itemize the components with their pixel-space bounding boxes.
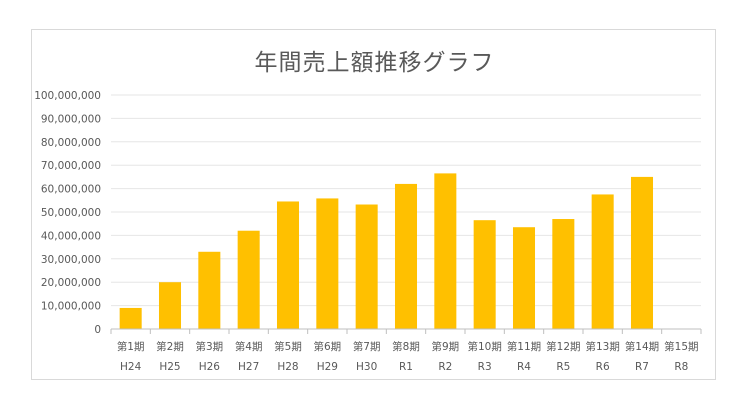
- x-tick-label-year: H24: [120, 361, 142, 373]
- bars: [119, 173, 654, 329]
- y-axis-labels: 0 10,000,000 20,000,000 30,000,000 40,000,00…: [34, 90, 101, 336]
- bar: [473, 220, 496, 329]
- x-tick-label-period: 第6期: [313, 340, 341, 353]
- x-tick-label-year: H29: [317, 361, 338, 373]
- y-tick-label: 80,000,000: [41, 137, 101, 149]
- y-tick-label: 50,000,000: [41, 207, 101, 219]
- x-tick-label-period: 第8期: [392, 340, 420, 353]
- y-tick-label: 0: [94, 324, 101, 336]
- x-tick-label-period: 第10期: [467, 340, 501, 353]
- x-tick-label-year: R5: [556, 361, 570, 373]
- bar: [512, 227, 536, 329]
- y-tick-label: 40,000,000: [41, 230, 101, 242]
- bar: [316, 198, 339, 329]
- x-tick-label-period: 第5期: [274, 340, 302, 353]
- y-tick-label: 30,000,000: [41, 254, 101, 266]
- bar: [198, 251, 221, 329]
- x-tick-label-year: R6: [596, 361, 610, 373]
- x-tick-label-period: 第14期: [625, 340, 659, 353]
- x-tick-label-year: R3: [478, 361, 492, 373]
- bar: [276, 201, 300, 329]
- x-tick-label-period: 第9期: [431, 340, 459, 353]
- y-tick-label: 60,000,000: [41, 184, 101, 196]
- x-tick-label-year: R2: [438, 361, 452, 373]
- y-tick-label: 20,000,000: [41, 277, 101, 289]
- x-tick-label-year: H27: [238, 361, 259, 373]
- x-axis: [110, 328, 702, 334]
- x-tick-label-year: R7: [635, 361, 649, 373]
- bar: [119, 307, 142, 329]
- bar: [630, 176, 654, 329]
- x-tick-label-period: 第7期: [353, 340, 381, 353]
- bar: [158, 282, 182, 329]
- x-tick-label-year: R4: [517, 361, 531, 373]
- chart-title: 年間売上額推移グラフ: [254, 50, 495, 76]
- x-tick-label-period: 第4期: [235, 340, 263, 353]
- x-tick-label-period: 第2期: [156, 340, 184, 353]
- bar: [552, 219, 575, 329]
- bar: [434, 173, 457, 329]
- x-tick-label-year: R8: [674, 361, 688, 373]
- x-tick-label-period: 第3期: [195, 340, 223, 353]
- x-tick-label-year: H28: [277, 361, 298, 373]
- x-tick-label-period: 第11期: [507, 340, 541, 353]
- bar: [237, 230, 260, 329]
- x-tick-label-year: H30: [356, 361, 377, 373]
- x-tick-label-year: H26: [199, 361, 221, 373]
- y-tick-label: 90,000,000: [41, 113, 101, 125]
- y-tick-label: 100,000,000: [34, 90, 101, 102]
- y-tick-label: 10,000,000: [41, 301, 101, 313]
- bar: [394, 183, 418, 329]
- x-tick-label-period: 第12期: [546, 340, 580, 353]
- x-tick-label-period: 第1期: [117, 340, 145, 353]
- x-tick-label-year: R1: [399, 361, 413, 373]
- x-tick-label-period: 第13期: [585, 340, 619, 353]
- y-tick-label: 70,000,000: [41, 160, 101, 172]
- x-axis-labels: 第1期 H24 第2期 H25 第3期 H26 第4期 H27 第5期 H28 第6期 H29 第7期 H…: [117, 340, 699, 373]
- bar: [591, 194, 614, 329]
- bar: [355, 204, 378, 329]
- x-tick-label-period: 第15期: [664, 340, 698, 353]
- x-tick-label-year: H25: [159, 361, 180, 373]
